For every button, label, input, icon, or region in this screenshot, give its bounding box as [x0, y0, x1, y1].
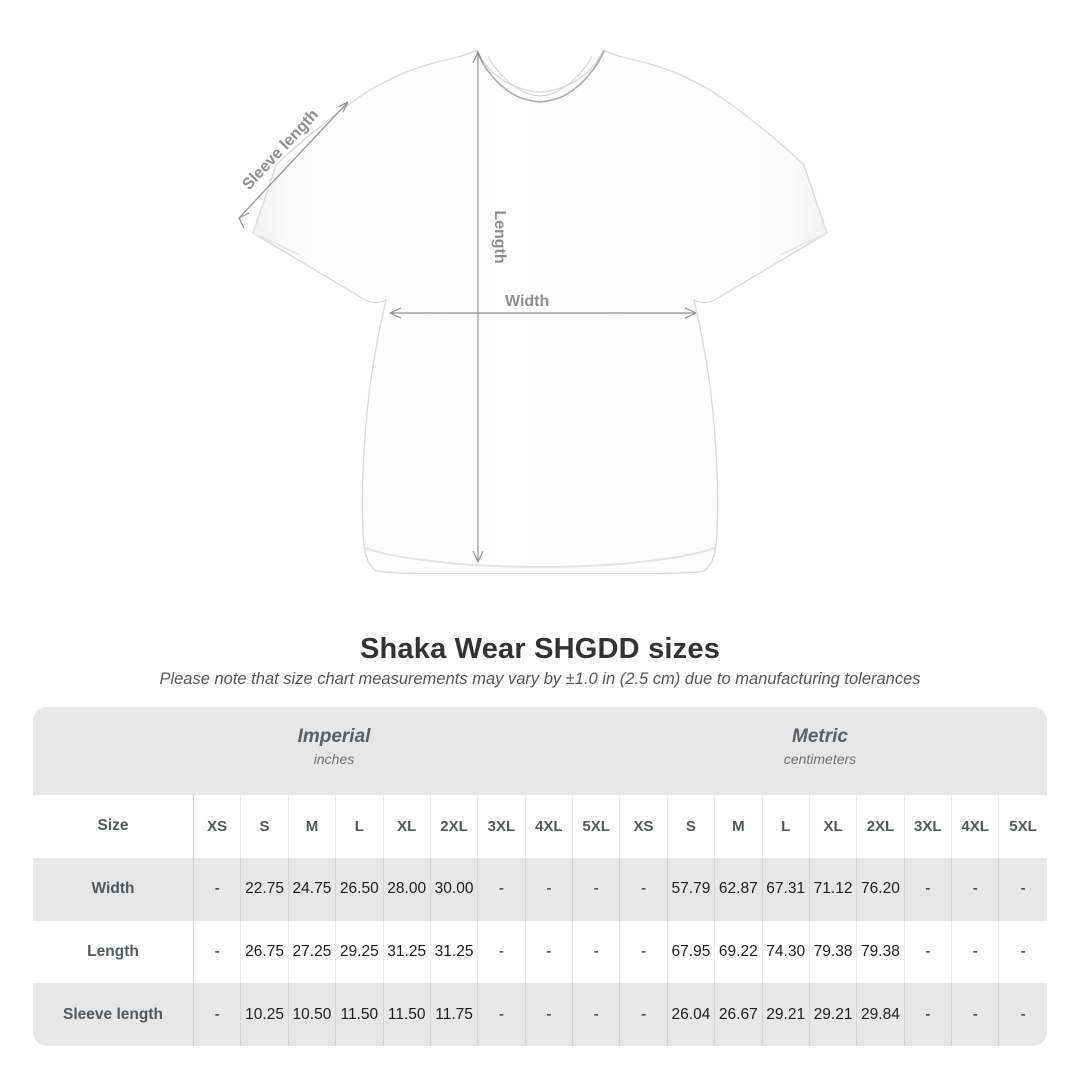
svg-text:Length: Length [491, 210, 508, 263]
svg-text:Width: Width [505, 293, 549, 310]
